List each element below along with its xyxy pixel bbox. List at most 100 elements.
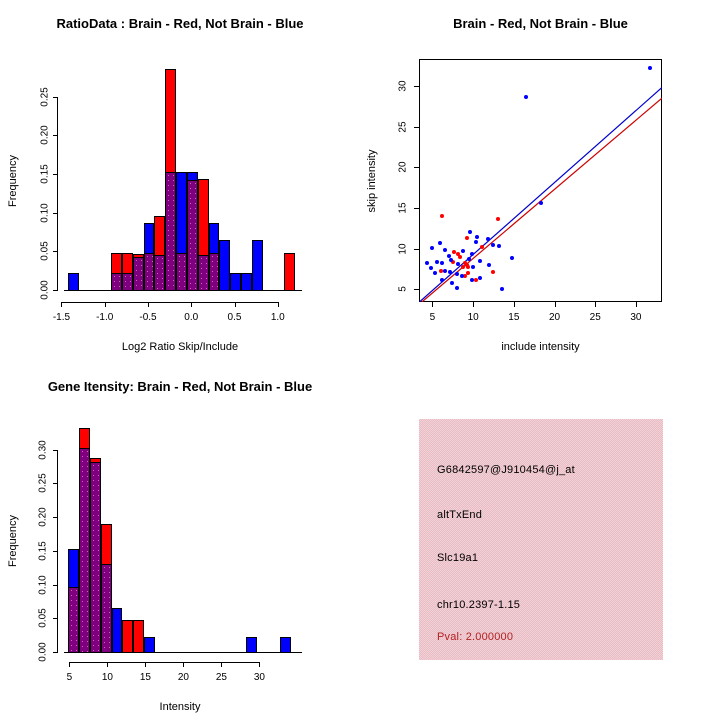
scatter-point-brain <box>455 251 460 256</box>
x-axis-label: include intensity <box>501 341 580 353</box>
y-tick <box>414 289 419 291</box>
scatter-point-brain <box>466 265 471 270</box>
x-tick <box>635 302 637 307</box>
hist-bar-overlap <box>111 272 123 291</box>
hist-bar-overlap <box>208 252 220 291</box>
scatter-point-not_brain <box>524 95 529 100</box>
scatter-point-brain <box>464 262 469 267</box>
scatter-point-not_brain <box>440 278 445 283</box>
x-tick <box>145 662 147 667</box>
hist-bar-overlap <box>165 172 177 291</box>
scatter-point-not_brain <box>467 230 472 235</box>
scatter-point-not_brain <box>449 258 454 263</box>
y-tick <box>53 483 58 485</box>
hist-bar-overlap <box>186 180 198 291</box>
x-tick-label: 30 <box>630 312 642 323</box>
scatter-point-not_brain <box>469 278 474 283</box>
scatter-point-not_brain <box>456 262 461 267</box>
scatter-point-brain <box>480 245 485 250</box>
y-tick-label: 0.25 <box>39 86 51 107</box>
y-tick <box>414 85 419 87</box>
hist-bar-overlap <box>122 272 133 291</box>
x-axis-line <box>69 662 260 663</box>
scatter-point-not_brain <box>510 255 515 260</box>
locus-text: chr10.2397-1.15 <box>437 599 521 611</box>
hist-bar-overlap <box>79 447 90 653</box>
x-axis-line <box>61 302 278 303</box>
x-tick <box>221 662 223 667</box>
scatter-point-brain <box>452 249 457 254</box>
y-tick-label: 0.05 <box>37 608 49 629</box>
hist-bar-overlap <box>197 255 209 291</box>
scatter-point-brain <box>491 270 496 275</box>
y-tick <box>53 550 58 552</box>
scatter-point-not_brain <box>467 257 472 262</box>
scatter-point-not_brain <box>447 270 452 275</box>
y-tick-label: 0.30 <box>37 439 49 460</box>
scatter-point-not_brain <box>442 248 447 253</box>
hist-bar-red <box>284 252 296 291</box>
x-tick <box>69 662 71 667</box>
hist-bar-blue <box>279 637 291 653</box>
y-tick-label: 15 <box>397 202 409 214</box>
scatter-point-brain <box>462 260 467 265</box>
zero-line <box>64 652 302 654</box>
hist-bar-blue <box>251 239 263 291</box>
scatter-point-not_brain <box>469 252 474 257</box>
hist-bar-overlap <box>176 252 187 291</box>
y-tick-label: 0.20 <box>37 507 49 527</box>
y-axis-label: skip intensity <box>366 149 378 212</box>
x-tick <box>191 302 193 307</box>
fit-line-blue_fit <box>419 87 662 302</box>
scatter-point-not_brain <box>647 65 652 70</box>
y-tick <box>53 135 58 137</box>
y-tick <box>414 126 419 128</box>
x-tick <box>107 662 109 667</box>
y-axis-line <box>57 449 58 652</box>
plot-box <box>419 59 662 302</box>
hist-bar-overlap <box>90 461 101 653</box>
scatter-point-not_brain <box>449 280 454 285</box>
x-tick-label: 25 <box>589 312 601 323</box>
y-tick-label: 0.00 <box>37 642 49 662</box>
x-tick-label: -0.5 <box>139 312 157 323</box>
scatter-point-not_brain <box>437 240 442 245</box>
y-tick <box>53 96 58 98</box>
x-tick <box>147 302 149 307</box>
chart-title: Brain - Red, Not Brain - Blue <box>453 16 628 31</box>
scatter-point-brain <box>440 214 445 219</box>
y-tick-label: 0.10 <box>37 574 49 595</box>
probe-id-text: G6842597@J910454@j_at <box>437 464 575 476</box>
scatter-point-not_brain <box>434 259 439 264</box>
hist-bar-red <box>133 619 144 653</box>
y-tick-label: 0.05 <box>39 241 51 262</box>
y-tick-label: 25 <box>397 121 409 133</box>
x-axis-label: Log2 Ratio Skip/Include <box>121 341 239 353</box>
scatter-point-not_brain <box>461 249 466 254</box>
scatter-point-not_brain <box>428 266 433 271</box>
x-tick-label: 15 <box>508 312 520 323</box>
gene-name-text: Slc19a1 <box>437 552 479 564</box>
x-tick <box>554 302 556 307</box>
scatter-point-not_brain <box>443 268 448 273</box>
scatter-point-brain <box>438 269 443 274</box>
x-tick-label: 5 <box>429 312 436 323</box>
hist-bar-blue <box>219 239 231 291</box>
hist-bar-blue <box>230 272 241 291</box>
scatter-point-not_brain <box>497 244 502 249</box>
x-tick-label: 25 <box>215 672 227 683</box>
y-tick <box>53 449 58 451</box>
x-tick-label: 0.0 <box>184 312 199 323</box>
scatter-point-not_brain <box>490 242 495 247</box>
x-tick-label: 20 <box>177 672 189 683</box>
scatter-point-not_brain <box>538 201 543 206</box>
y-tick-label: 0.15 <box>39 164 51 184</box>
x-axis-label: Intensity <box>159 701 201 713</box>
scatter-point-not_brain <box>454 271 459 276</box>
y-tick <box>53 652 58 654</box>
y-tick <box>414 207 419 209</box>
scatter-point-brain <box>495 217 500 222</box>
scatter-point-brain <box>474 277 479 282</box>
y-tick <box>53 517 58 519</box>
